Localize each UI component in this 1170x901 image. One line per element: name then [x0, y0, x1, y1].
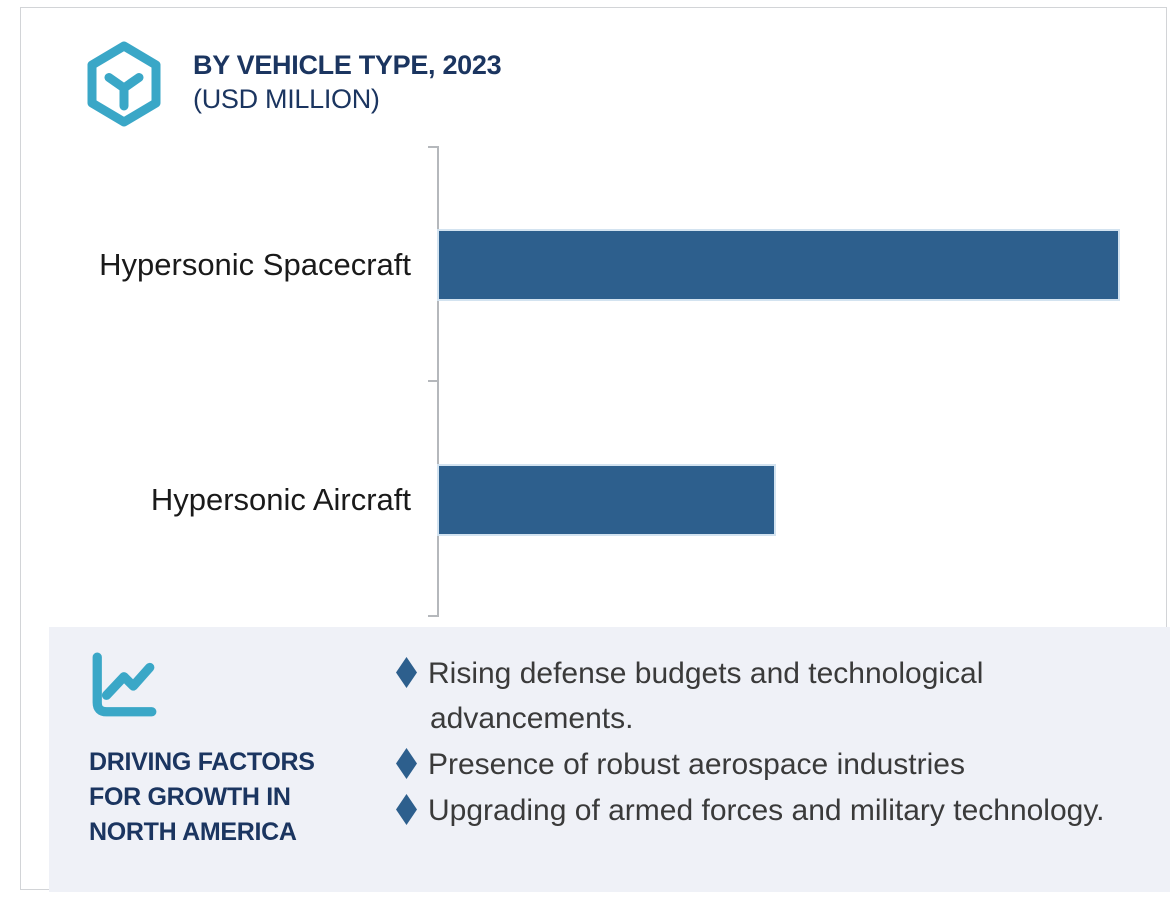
- line-chart-icon: [92, 652, 157, 717]
- category-label-hypersonic-aircraft: Hypersonic Aircraft: [150, 482, 411, 517]
- axis-tick-bottom: [428, 615, 438, 617]
- hexagon-cube-icon: [87, 41, 161, 127]
- bar-hypersonic-spacecraft: [437, 229, 1120, 301]
- chart-title-line1: BY VEHICLE TYPE, 2023: [193, 50, 502, 80]
- category-axis-line: [437, 146, 439, 617]
- list-item: Upgrading of armed forces and military t…: [396, 788, 1116, 833]
- list-item: Presence of robust aerospace industries: [396, 742, 1116, 787]
- bar-hypersonic-aircraft: [437, 464, 776, 536]
- chart-title: BY VEHICLE TYPE, 2023 (USD MILLION): [193, 48, 502, 116]
- diamond-bullet-icon: [396, 748, 417, 779]
- bullet-text: Presence of robust aerospace industries: [428, 748, 965, 781]
- driving-factors-heading: DRIVING FACTORS FOR GROWTH IN NORTH AMER…: [89, 748, 315, 846]
- driving-factors-list: Rising defense budgets and technological…: [396, 651, 1116, 834]
- axis-tick-top: [428, 146, 438, 148]
- axis-tick-middle: [428, 380, 438, 382]
- outer-border-frame: BY VEHICLE TYPE, 2023 (USD MILLION) Hype…: [20, 7, 1170, 892]
- category-label-hypersonic-spacecraft: Hypersonic Spacecraft: [99, 247, 411, 282]
- driving-factors-panel: DRIVING FACTORS FOR GROWTH IN NORTH AMER…: [49, 627, 1170, 892]
- bullet-text: Upgrading of armed forces and military t…: [428, 794, 1105, 827]
- diamond-bullet-icon: [396, 657, 417, 688]
- list-item: Rising defense budgets and technological…: [396, 651, 1116, 741]
- chart-title-line2: (USD MILLION): [193, 84, 380, 114]
- bullet-text: Rising defense budgets and technological…: [428, 657, 984, 735]
- diamond-bullet-icon: [396, 794, 417, 825]
